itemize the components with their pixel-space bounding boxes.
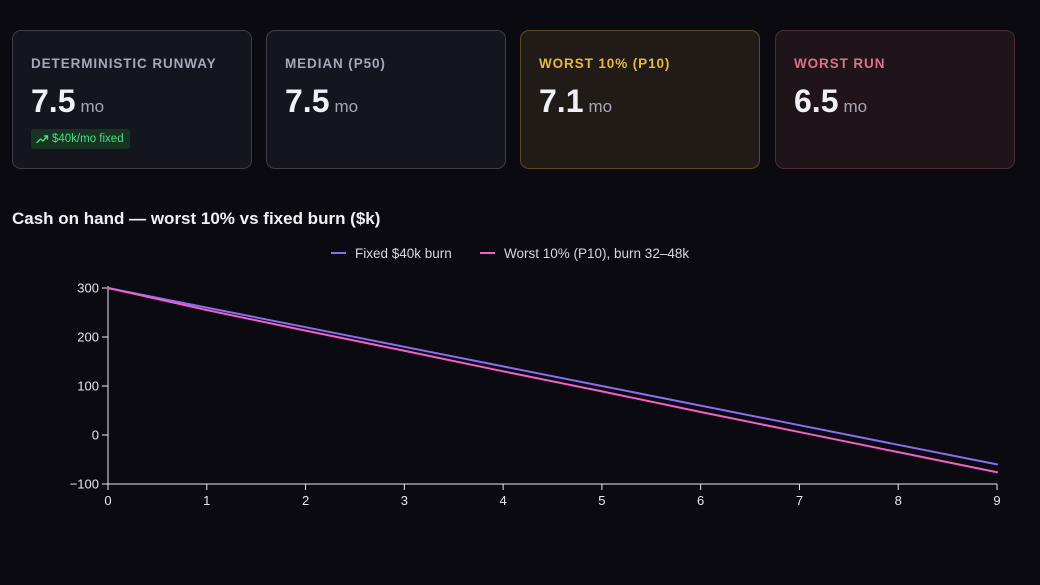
y-tick-label: 0 [92,428,99,443]
y-tick-label: 300 [77,281,99,296]
card-unit: mo [334,97,359,116]
series-line-p10 [107,287,998,474]
chart-legend: Fixed $40k burn Worst 10% (P10), burn 32… [0,244,1040,262]
card-value: 7.5 mo [31,83,104,120]
card-label: MEDIAN (P50) [285,56,386,71]
card-unit: mo [588,97,613,116]
legend-label: Fixed $40k burn [355,245,452,261]
x-tick-label: 2 [302,493,309,508]
fixed-burn-badge: $40k/mo fixed [31,129,130,149]
card-value: 7.1 mo [539,83,612,120]
series-line-fixed [107,287,998,466]
chart-title: Cash on hand — worst 10% vs fixed burn (… [12,209,381,228]
legend-item-p10[interactable]: Worst 10% (P10), burn 32–48k [480,244,689,262]
card-label: DETERMINISTIC RUNWAY [31,56,217,71]
deterministic-runway-card: DETERMINISTIC RUNWAY 7.5 mo $40k/mo fixed [12,30,252,169]
x-tick-label: 3 [401,493,408,508]
kpi-cards: DETERMINISTIC RUNWAY 7.5 mo $40k/mo fixed… [12,30,1016,171]
x-tick-label: 4 [499,493,506,508]
card-number: 6.5 [794,83,839,119]
card-value: 7.5 mo [285,83,358,120]
card-label: WORST 10% (P10) [539,56,671,71]
x-tick-label: 6 [697,493,704,508]
legend-item-fixed[interactable]: Fixed $40k burn [331,244,452,262]
badge-text: $40k/mo fixed [52,133,124,145]
y-tick-label: 200 [77,330,99,345]
x-tick-label: 5 [598,493,605,508]
card-number: 7.5 [285,83,330,119]
card-number: 7.1 [539,83,584,119]
card-number: 7.5 [31,83,76,119]
worst-run-card: WORST RUN 6.5 mo [775,30,1015,169]
trending-up-icon [36,135,49,144]
legend-swatch [480,252,495,254]
y-tick-label: −100 [70,477,99,492]
cash-line-chart: −100 0 100 200 300 0 1 2 3 4 5 6 7 8 9 [70,281,1001,509]
card-unit: mo [80,97,105,116]
card-unit: mo [843,97,868,116]
x-tick-label: 0 [104,493,111,508]
card-value: 6.5 mo [794,83,867,120]
card-label: WORST RUN [794,56,886,71]
legend-label: Worst 10% (P10), burn 32–48k [504,245,690,261]
x-tick-label: 7 [796,493,803,508]
x-tick-label: 9 [993,493,1000,508]
median-card: MEDIAN (P50) 7.5 mo [266,30,506,169]
y-tick-label: 100 [77,379,99,394]
x-tick-label: 1 [203,493,210,508]
worst-10-card: WORST 10% (P10) 7.1 mo [520,30,760,169]
x-tick-label: 8 [895,493,902,508]
legend-swatch [331,252,346,254]
